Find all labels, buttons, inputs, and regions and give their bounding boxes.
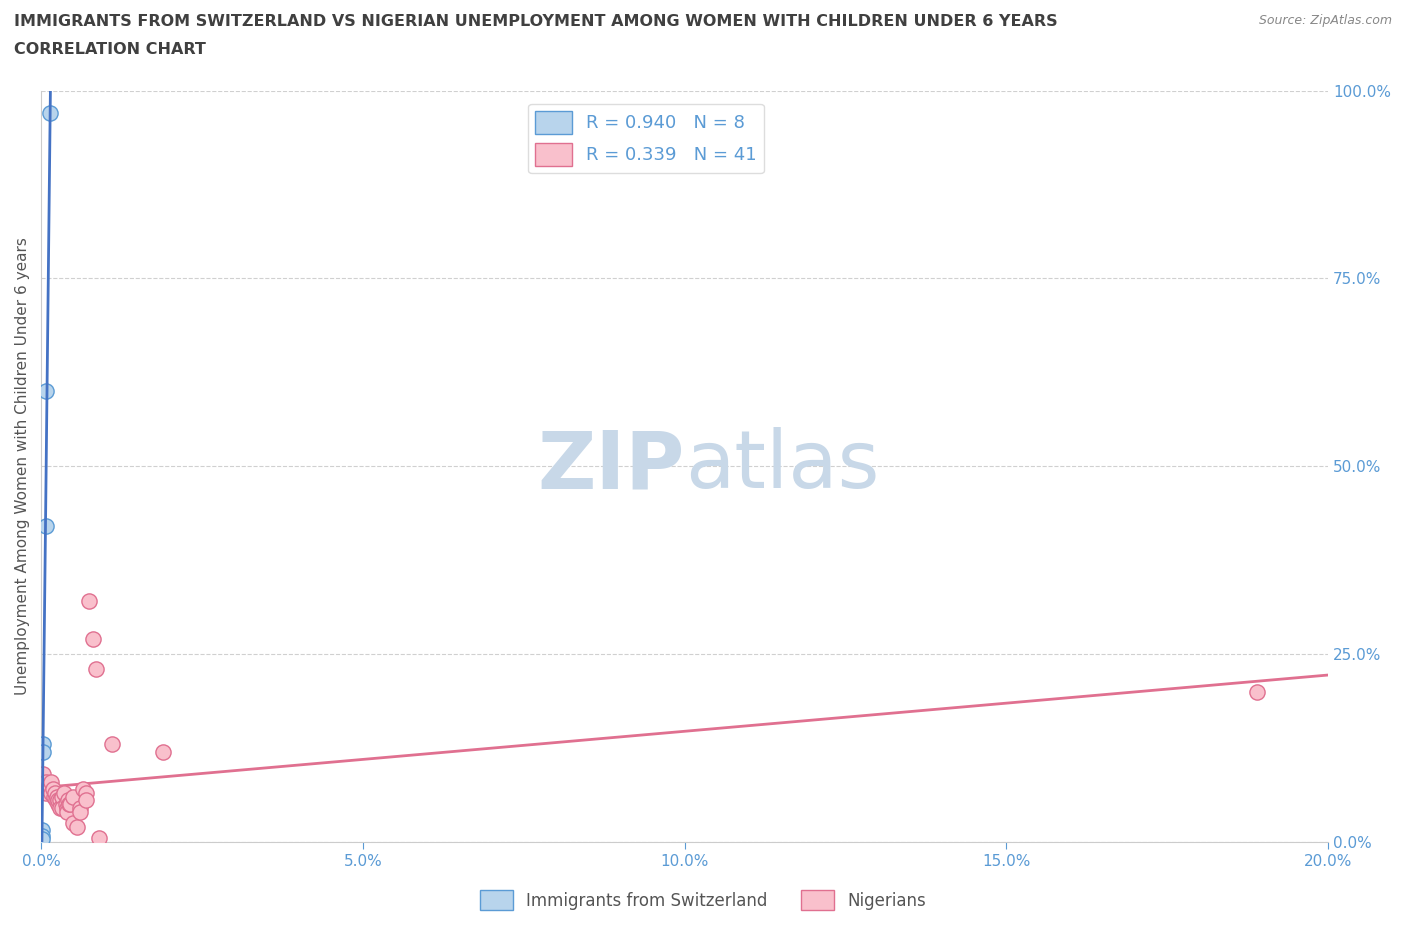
Nigerians [62,816,84,830]
Nigerians [62,790,84,804]
Nigerians [82,631,104,646]
Nigerians [56,801,79,816]
Nigerians [56,793,79,808]
Immigrants from Switzerland [31,829,53,844]
Nigerians [72,782,94,797]
Immigrants from Switzerland [32,737,55,751]
Nigerians [44,786,66,801]
Nigerians [46,797,69,812]
Nigerians [51,790,73,804]
Nigerians [38,777,60,792]
Nigerians [75,786,97,801]
Nigerians [84,661,107,676]
Legend: R = 0.940   N = 8, R = 0.339   N = 41: R = 0.940 N = 8, R = 0.339 N = 41 [529,103,763,173]
Y-axis label: Unemployment Among Women with Children Under 6 years: Unemployment Among Women with Children U… [15,237,30,695]
Nigerians [69,804,91,819]
Nigerians [1246,684,1268,699]
Nigerians [152,744,174,759]
Nigerians [35,774,58,789]
Nigerians [41,782,63,797]
Nigerians [46,790,69,804]
Immigrants from Switzerland [32,744,55,759]
Text: atlas: atlas [685,427,879,505]
Text: IMMIGRANTS FROM SWITZERLAND VS NIGERIAN UNEMPLOYMENT AMONG WOMEN WITH CHILDREN U: IMMIGRANTS FROM SWITZERLAND VS NIGERIAN … [14,14,1057,29]
Nigerians [52,786,75,801]
Nigerians [51,801,73,816]
Immigrants from Switzerland [35,384,58,399]
Nigerians [59,797,82,812]
Immigrants from Switzerland [31,832,53,847]
Nigerians [37,782,59,797]
Legend: Immigrants from Switzerland, Nigerians: Immigrants from Switzerland, Nigerians [472,884,934,917]
Nigerians [69,801,91,816]
Nigerians [34,786,56,801]
Nigerians [87,830,110,845]
Nigerians [58,797,80,812]
Nigerians [55,797,77,812]
Immigrants from Switzerland [31,823,53,838]
Nigerians [101,737,124,751]
Nigerians [56,804,79,819]
Nigerians [41,774,63,789]
Nigerians [65,819,87,834]
Nigerians [49,793,72,808]
Nigerians [34,777,56,792]
Nigerians [45,793,67,808]
Text: Source: ZipAtlas.com: Source: ZipAtlas.com [1258,14,1392,27]
Nigerians [42,790,65,804]
Immigrants from Switzerland [35,519,58,534]
Text: ZIP: ZIP [537,427,685,505]
Nigerians [32,766,55,781]
Immigrants from Switzerland [39,106,62,121]
Nigerians [48,793,70,808]
Nigerians [79,594,101,609]
Nigerians [75,793,97,808]
Nigerians [39,786,62,801]
Nigerians [49,801,72,816]
Text: CORRELATION CHART: CORRELATION CHART [14,42,205,57]
